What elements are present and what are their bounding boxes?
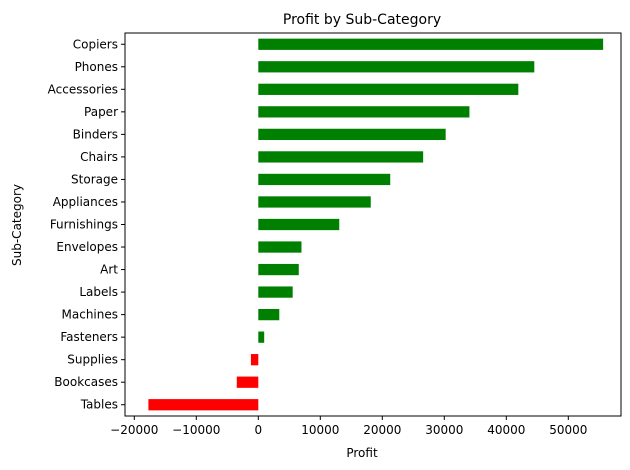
y-tick-label: Labels xyxy=(79,285,118,299)
bar-phones xyxy=(258,61,535,73)
x-axis-label: Profit xyxy=(346,446,378,460)
x-tick-label: 10000 xyxy=(301,423,339,437)
y-axis-label: Sub-Category xyxy=(10,184,24,266)
bar-bookcases xyxy=(236,376,259,388)
bar-appliances xyxy=(258,196,371,208)
y-tick-label: Tables xyxy=(80,398,118,412)
x-tick-label: 40000 xyxy=(487,423,525,437)
x-tick-label: 30000 xyxy=(425,423,463,437)
y-tick-label: Envelopes xyxy=(56,240,118,254)
bar-storage xyxy=(258,173,391,186)
y-tick-label: Furnishings xyxy=(50,218,118,232)
x-tick-label: 20000 xyxy=(363,423,401,437)
bar-machines xyxy=(258,308,280,321)
y-tick-label: Bookcases xyxy=(54,375,118,389)
y-tick-label: Accessories xyxy=(48,82,118,96)
bar-fasteners xyxy=(258,331,265,343)
chart-title: Profit by Sub-Category xyxy=(283,12,441,28)
bar-accessories xyxy=(258,83,519,95)
x-tick-label: 50000 xyxy=(549,423,587,437)
y-tick-label: Storage xyxy=(71,172,118,186)
x-tick-label: 0 xyxy=(254,423,262,437)
x-tick-label: −20000 xyxy=(110,423,158,437)
bars-layer xyxy=(148,38,604,411)
bar-binders xyxy=(258,128,446,141)
y-tick-label: Copiers xyxy=(73,37,118,51)
ticks-layer: Copiers Phones Accessories Paper Binders Chai… xyxy=(48,37,588,437)
bar-furnishings xyxy=(258,218,340,231)
y-tick-label: Fasteners xyxy=(60,330,118,344)
bar-copiers xyxy=(258,38,604,50)
bar-envelopes xyxy=(258,241,302,253)
bar-chairs xyxy=(258,151,424,163)
y-tick-label: Paper xyxy=(84,105,118,119)
bar-art xyxy=(258,263,299,276)
y-tick-label: Chairs xyxy=(80,150,118,164)
y-tick-label: Binders xyxy=(73,127,118,141)
x-tick-label: −10000 xyxy=(172,423,220,437)
bar-labels xyxy=(258,286,293,298)
y-tick-label: Art xyxy=(100,263,118,277)
bar-paper xyxy=(258,106,470,118)
y-tick-label: Phones xyxy=(75,60,118,74)
y-tick-label: Appliances xyxy=(53,195,118,209)
bar-supplies xyxy=(250,354,259,366)
y-tick-label: Machines xyxy=(62,308,118,322)
y-tick-label: Supplies xyxy=(67,353,118,367)
plot-frame xyxy=(124,32,622,417)
bar-tables xyxy=(148,399,259,411)
